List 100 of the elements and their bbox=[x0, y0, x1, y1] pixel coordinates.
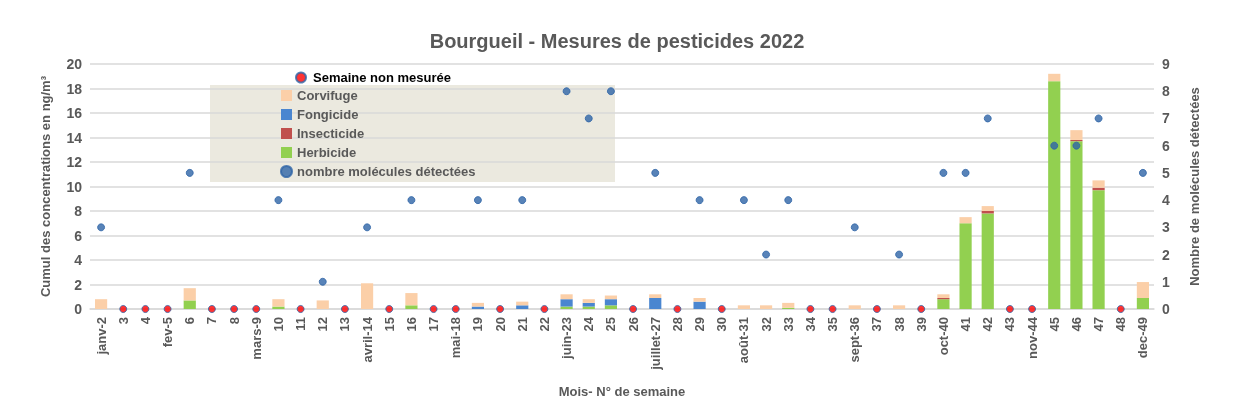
bar bbox=[604, 305, 618, 309]
bar bbox=[693, 301, 706, 309]
y-tick-label: 16 bbox=[66, 105, 83, 121]
point bbox=[496, 305, 505, 313]
point bbox=[230, 305, 239, 313]
x-tick-label: 22 bbox=[536, 317, 552, 332]
bar bbox=[848, 305, 861, 309]
legend-label: Insecticide bbox=[297, 126, 365, 141]
x-tick-label: mai-18 bbox=[448, 317, 464, 359]
bar bbox=[405, 305, 418, 309]
point bbox=[385, 305, 394, 313]
point bbox=[141, 305, 150, 313]
point bbox=[695, 196, 704, 205]
x-tick-label: 15 bbox=[381, 317, 397, 332]
bar bbox=[471, 302, 485, 307]
y-tick-label: 0 bbox=[74, 301, 83, 317]
point bbox=[1138, 168, 1147, 177]
bar bbox=[959, 223, 972, 309]
point bbox=[518, 196, 527, 205]
x-tick-label: 20 bbox=[492, 317, 508, 332]
y-tick-label: 8 bbox=[74, 203, 83, 219]
bar bbox=[360, 283, 374, 309]
bar bbox=[1092, 190, 1105, 309]
point bbox=[473, 196, 482, 205]
bar bbox=[94, 299, 108, 309]
bar bbox=[1070, 130, 1083, 140]
point bbox=[739, 196, 748, 205]
x-tick-label: 25 bbox=[603, 317, 619, 332]
bar bbox=[737, 305, 751, 309]
point bbox=[895, 250, 904, 259]
point bbox=[1116, 305, 1125, 313]
point bbox=[252, 305, 261, 313]
point bbox=[97, 223, 106, 232]
x-tick-label: août-31 bbox=[736, 317, 752, 364]
bar bbox=[405, 293, 418, 306]
bar bbox=[183, 300, 196, 309]
x-tick-label: 38 bbox=[891, 317, 907, 332]
point bbox=[939, 168, 948, 177]
legend-label: Corvifuge bbox=[297, 88, 358, 103]
point bbox=[540, 305, 549, 313]
point bbox=[1050, 141, 1059, 150]
point bbox=[784, 196, 793, 205]
legend-label: Herbicide bbox=[297, 145, 357, 160]
x-tick-label: 48 bbox=[1113, 317, 1129, 332]
x-tick-label: 24 bbox=[581, 316, 597, 332]
x-tick-label: juin-23 bbox=[559, 317, 575, 360]
point bbox=[429, 305, 438, 313]
point bbox=[584, 114, 593, 123]
x-tick-label: dec-49 bbox=[1135, 317, 1151, 359]
point bbox=[629, 305, 638, 313]
x-tick-label: 28 bbox=[669, 317, 685, 332]
x-tick-label: avril-14 bbox=[359, 316, 375, 363]
point bbox=[917, 305, 926, 313]
point bbox=[762, 250, 771, 259]
bar bbox=[582, 299, 595, 303]
bar bbox=[892, 305, 906, 309]
x-tick-label: 39 bbox=[913, 317, 929, 332]
y-tick-label: 12 bbox=[66, 154, 83, 170]
bar bbox=[516, 305, 529, 309]
y2-tick-label: 3 bbox=[1162, 219, 1170, 236]
bar bbox=[1048, 81, 1061, 309]
point bbox=[1028, 305, 1037, 313]
x-tick-label: 19 bbox=[470, 317, 486, 332]
point bbox=[828, 305, 837, 313]
bar bbox=[272, 299, 285, 307]
point bbox=[185, 168, 194, 177]
point bbox=[340, 305, 349, 313]
y2-tick-label: 7 bbox=[1162, 110, 1170, 127]
bar bbox=[316, 300, 329, 309]
y2-tick-label: 4 bbox=[1162, 192, 1170, 209]
x-tick-label: fev-5 bbox=[160, 317, 176, 348]
y2-tick-label: 9 bbox=[1162, 56, 1170, 72]
point bbox=[872, 305, 881, 313]
point bbox=[1094, 114, 1103, 123]
point bbox=[806, 305, 815, 313]
y2-tick-label: 6 bbox=[1162, 137, 1170, 154]
point bbox=[961, 168, 970, 177]
x-tick-label: nov-44 bbox=[1024, 316, 1040, 359]
point bbox=[651, 168, 660, 177]
x-tick-label: 47 bbox=[1091, 317, 1107, 332]
y-tick-label: 18 bbox=[66, 80, 83, 97]
point bbox=[163, 305, 172, 313]
bar bbox=[560, 294, 573, 300]
x-axis-title: Mois- N° de semaine bbox=[558, 384, 686, 399]
bar bbox=[183, 288, 196, 301]
x-tick-label: 11 bbox=[293, 317, 309, 331]
x-tick-label: sept-36 bbox=[847, 317, 863, 363]
y-tick-label: 2 bbox=[74, 276, 83, 293]
x-tick-label: 41 bbox=[958, 317, 974, 332]
bar bbox=[959, 217, 972, 224]
x-tick-label: oct-40 bbox=[935, 317, 951, 356]
bar bbox=[1070, 141, 1083, 309]
y2-axis-title: Nombre de molécules détectées bbox=[1187, 87, 1202, 286]
legend-label: nombre molécules détectées bbox=[297, 164, 476, 179]
y-tick-label: 4 bbox=[74, 252, 83, 268]
point bbox=[673, 305, 682, 313]
point bbox=[451, 305, 460, 313]
x-tick-label: 30 bbox=[714, 317, 730, 332]
bar bbox=[782, 302, 795, 308]
x-tick-label: 45 bbox=[1046, 317, 1062, 332]
